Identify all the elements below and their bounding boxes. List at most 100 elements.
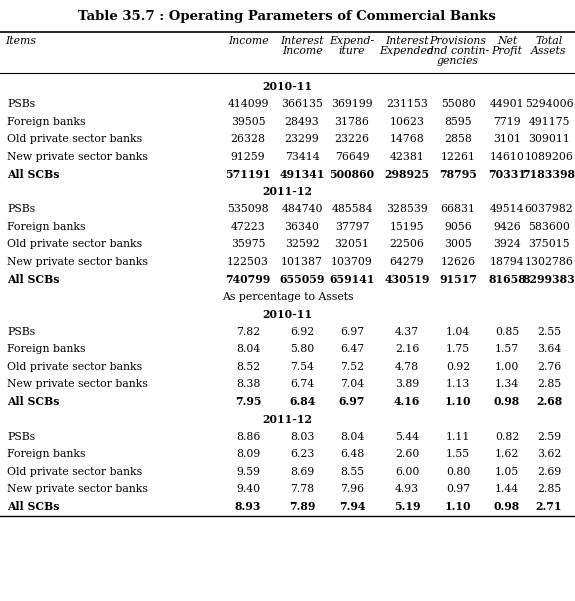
Text: 2.71: 2.71: [536, 501, 562, 512]
Text: 6037982: 6037982: [524, 204, 573, 214]
Text: 37797: 37797: [335, 222, 369, 232]
Text: PSBs: PSBs: [7, 327, 35, 337]
Text: 2.85: 2.85: [537, 379, 561, 389]
Text: 1.44: 1.44: [495, 484, 519, 494]
Text: 484740: 484740: [281, 204, 323, 214]
Text: 298925: 298925: [385, 169, 430, 180]
Text: 6.00: 6.00: [395, 467, 419, 477]
Text: 66831: 66831: [440, 204, 476, 214]
Text: 6.47: 6.47: [340, 344, 364, 354]
Text: 81658: 81658: [488, 273, 526, 285]
Text: 7.54: 7.54: [290, 362, 314, 372]
Text: 583600: 583600: [528, 222, 570, 232]
Text: 5.19: 5.19: [394, 501, 420, 512]
Text: 12261: 12261: [440, 151, 476, 162]
Text: 4.78: 4.78: [395, 362, 419, 372]
Text: 7183398: 7183398: [523, 169, 575, 180]
Text: 6.74: 6.74: [290, 379, 314, 389]
Text: 14768: 14768: [390, 134, 424, 144]
Text: 39505: 39505: [231, 117, 265, 127]
Text: New private sector banks: New private sector banks: [7, 484, 148, 494]
Text: Provisions: Provisions: [430, 36, 486, 46]
Text: Foreign banks: Foreign banks: [7, 450, 86, 459]
Text: 7.96: 7.96: [340, 484, 364, 494]
Text: 2.76: 2.76: [537, 362, 561, 372]
Text: 0.98: 0.98: [494, 396, 520, 407]
Text: 6.97: 6.97: [339, 396, 365, 407]
Text: 2011-12: 2011-12: [263, 413, 312, 425]
Text: 9.40: 9.40: [236, 484, 260, 494]
Text: Items: Items: [5, 36, 36, 46]
Text: 0.80: 0.80: [446, 467, 470, 477]
Text: 32051: 32051: [335, 239, 370, 249]
Text: All SCBs: All SCBs: [7, 396, 59, 407]
Text: 9426: 9426: [493, 222, 521, 232]
Text: 3.62: 3.62: [537, 450, 561, 459]
Text: 0.82: 0.82: [495, 432, 519, 442]
Text: 659141: 659141: [329, 273, 375, 285]
Text: 23226: 23226: [335, 134, 370, 144]
Text: 1302786: 1302786: [524, 257, 573, 267]
Text: New private sector banks: New private sector banks: [7, 151, 148, 162]
Text: 8.69: 8.69: [290, 467, 314, 477]
Text: Interest: Interest: [385, 36, 429, 46]
Text: 2.60: 2.60: [395, 450, 419, 459]
Text: 1.13: 1.13: [446, 379, 470, 389]
Text: 7.94: 7.94: [339, 501, 365, 512]
Text: 101387: 101387: [281, 257, 323, 267]
Text: 1.11: 1.11: [446, 432, 470, 442]
Text: Old private sector banks: Old private sector banks: [7, 239, 142, 249]
Text: 42381: 42381: [390, 151, 424, 162]
Text: 375015: 375015: [528, 239, 570, 249]
Text: 0.98: 0.98: [494, 501, 520, 512]
Text: 122503: 122503: [227, 257, 269, 267]
Text: 571191: 571191: [225, 169, 271, 180]
Text: PSBs: PSBs: [7, 432, 35, 442]
Text: 328539: 328539: [386, 204, 428, 214]
Text: As percentage to Assets: As percentage to Assets: [222, 291, 353, 302]
Text: 55080: 55080: [440, 99, 476, 109]
Text: 8.38: 8.38: [236, 379, 260, 389]
Text: All SCBs: All SCBs: [7, 273, 59, 285]
Text: Old private sector banks: Old private sector banks: [7, 362, 142, 372]
Text: and contin-: and contin-: [427, 46, 489, 56]
Text: Old private sector banks: Old private sector banks: [7, 134, 142, 144]
Text: 6.97: 6.97: [340, 327, 364, 337]
Text: 2.68: 2.68: [536, 396, 562, 407]
Text: 6.48: 6.48: [340, 450, 364, 459]
Text: 8.93: 8.93: [235, 501, 261, 512]
Text: 491175: 491175: [528, 117, 570, 127]
Text: 6.23: 6.23: [290, 450, 314, 459]
Text: 8595: 8595: [444, 117, 472, 127]
Text: 535098: 535098: [227, 204, 269, 214]
Text: 49514: 49514: [490, 204, 524, 214]
Text: iture: iture: [339, 46, 365, 56]
Text: 7.82: 7.82: [236, 327, 260, 337]
Text: 0.85: 0.85: [495, 327, 519, 337]
Text: 4.16: 4.16: [394, 396, 420, 407]
Text: 15195: 15195: [390, 222, 424, 232]
Text: 309011: 309011: [528, 134, 570, 144]
Text: 1.10: 1.10: [444, 396, 472, 407]
Text: 31786: 31786: [335, 117, 370, 127]
Text: Foreign banks: Foreign banks: [7, 222, 86, 232]
Text: 2.55: 2.55: [537, 327, 561, 337]
Text: 8.04: 8.04: [340, 432, 364, 442]
Text: 3924: 3924: [493, 239, 521, 249]
Text: 8.04: 8.04: [236, 344, 260, 354]
Text: 3101: 3101: [493, 134, 521, 144]
Text: 1.55: 1.55: [446, 450, 470, 459]
Text: 23299: 23299: [285, 134, 319, 144]
Text: 2.85: 2.85: [537, 484, 561, 494]
Text: 8.55: 8.55: [340, 467, 364, 477]
Text: Income: Income: [282, 46, 323, 56]
Text: 3.64: 3.64: [537, 344, 561, 354]
Text: 1.10: 1.10: [444, 501, 472, 512]
Text: 485584: 485584: [331, 204, 373, 214]
Text: 2010-11: 2010-11: [263, 81, 312, 92]
Text: 47223: 47223: [231, 222, 266, 232]
Text: 366135: 366135: [281, 99, 323, 109]
Text: 7.52: 7.52: [340, 362, 364, 372]
Text: PSBs: PSBs: [7, 99, 35, 109]
Text: 78795: 78795: [439, 169, 477, 180]
